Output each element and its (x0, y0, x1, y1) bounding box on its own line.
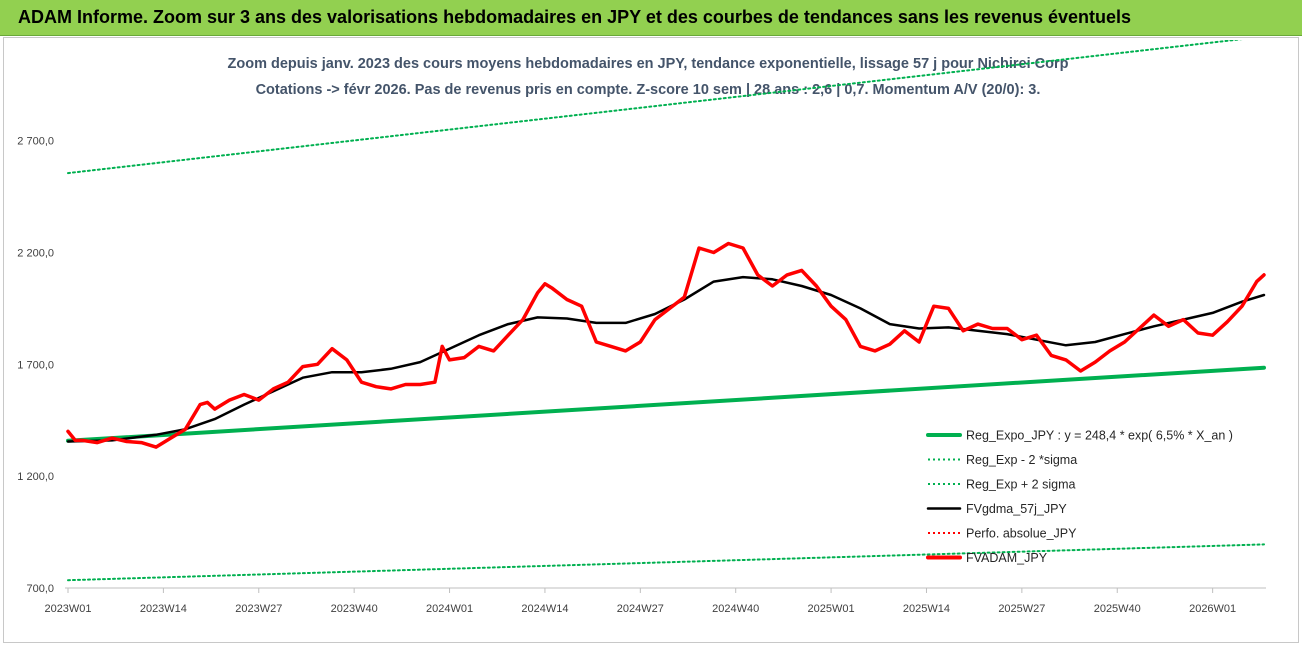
report-title: ADAM Informe. Zoom sur 3 ans des valoris… (18, 7, 1132, 27)
x-tick-label: 2024W14 (521, 603, 568, 615)
x-tick-label: 2024W01 (426, 603, 473, 615)
legend-label: Perfo. absolue_JPY (966, 527, 1077, 541)
x-tick-label: 2024W40 (712, 603, 759, 615)
x-tick-label: 2024W27 (617, 603, 664, 615)
x-tick-label: 2026W01 (1189, 603, 1236, 615)
legend-label: FVgdma_57j_JPY (966, 502, 1067, 516)
y-tick-label: 2 700,0 (17, 136, 54, 148)
legend-label: FVADAM_JPY (966, 551, 1048, 565)
chart-title-line1: Zoom depuis janv. 2023 des cours moyens … (228, 56, 1069, 72)
series-layer (66, 40, 1266, 582)
series-reg-plus-2sigma (67, 40, 1244, 175)
x-tick-label: 2025W14 (903, 603, 950, 615)
legend: Reg_Expo_JPY : y = 248,4 * exp( 6,5% * X… (926, 429, 1233, 565)
x-axis: 2023W01 2023W14 2023W27 2023W40 2024W01 2024W… (44, 588, 1236, 615)
x-tick-label: 2025W27 (998, 603, 1045, 615)
x-tick-label: 2025W40 (1094, 603, 1141, 615)
report-banner: ADAM Informe. Zoom sur 3 ans des valoris… (0, 0, 1302, 36)
x-tick-label: 2023W14 (140, 603, 187, 615)
y-axis: 700,0 1 200,0 1 700,0 2 200,0 2 700,0 (17, 136, 54, 595)
legend-label: Reg_Exp + 2 sigma (966, 478, 1075, 492)
x-tick-label: 2023W27 (235, 603, 282, 615)
y-tick-label: 700,0 (26, 583, 54, 595)
chart-title-line2: Cotations -> févr 2026. Pas de revenus p… (256, 82, 1041, 98)
series-fvadam (66, 241, 1266, 449)
x-tick-label: 2023W01 (44, 603, 91, 615)
y-tick-label: 1 700,0 (17, 359, 54, 371)
x-tick-label: 2025W01 (808, 603, 855, 615)
chart-area (3, 37, 1299, 643)
legend-label: Reg_Exp - 2 *sigma (966, 453, 1077, 467)
y-tick-label: 1 200,0 (17, 471, 54, 483)
x-tick-label: 2023W40 (331, 603, 378, 615)
series-reg-expo (66, 365, 1266, 443)
series-fvgdma-57j (66, 275, 1266, 443)
series-reg-minus-2sigma (67, 543, 1265, 582)
legend-label: Reg_Expo_JPY : y = 248,4 * exp( 6,5% * X… (966, 429, 1233, 443)
y-tick-label: 2 200,0 (17, 247, 54, 259)
